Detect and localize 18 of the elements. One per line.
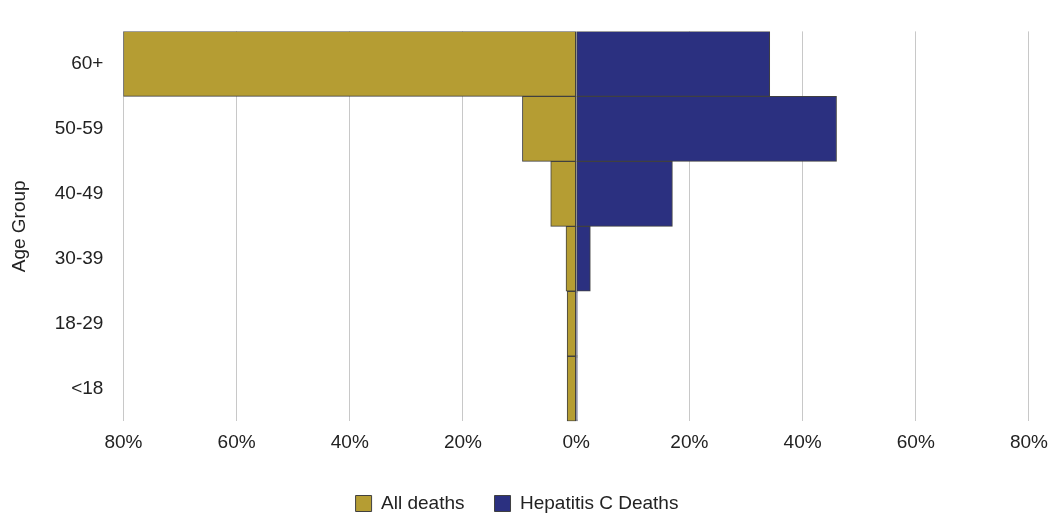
x-tick-label: 20% [670,430,709,452]
x-tick-label: 60% [896,430,935,452]
legend-label: All deaths [381,491,465,513]
legend-label: Hepatitis C Deaths [520,491,679,513]
y-tick-label: 60+ [71,52,104,74]
y-axis-title: Age Group [7,180,29,273]
x-tick-label: 20% [443,430,483,452]
x-tick-label: 0% [562,430,591,452]
x-tick-label: 80% [1009,430,1049,452]
y-tick-label: 50-59 [54,117,104,139]
y-tick-label: 30-39 [54,247,104,269]
y-tick-label: 40-49 [54,182,104,204]
x-tick-label: 40% [330,430,369,452]
y-tick-label: <18 [71,376,104,398]
y-tick-label: 18-29 [54,311,104,333]
x-tick-label: 60% [217,430,256,452]
x-tick-label: 80% [104,430,143,452]
x-tick-label: 40% [783,430,822,452]
